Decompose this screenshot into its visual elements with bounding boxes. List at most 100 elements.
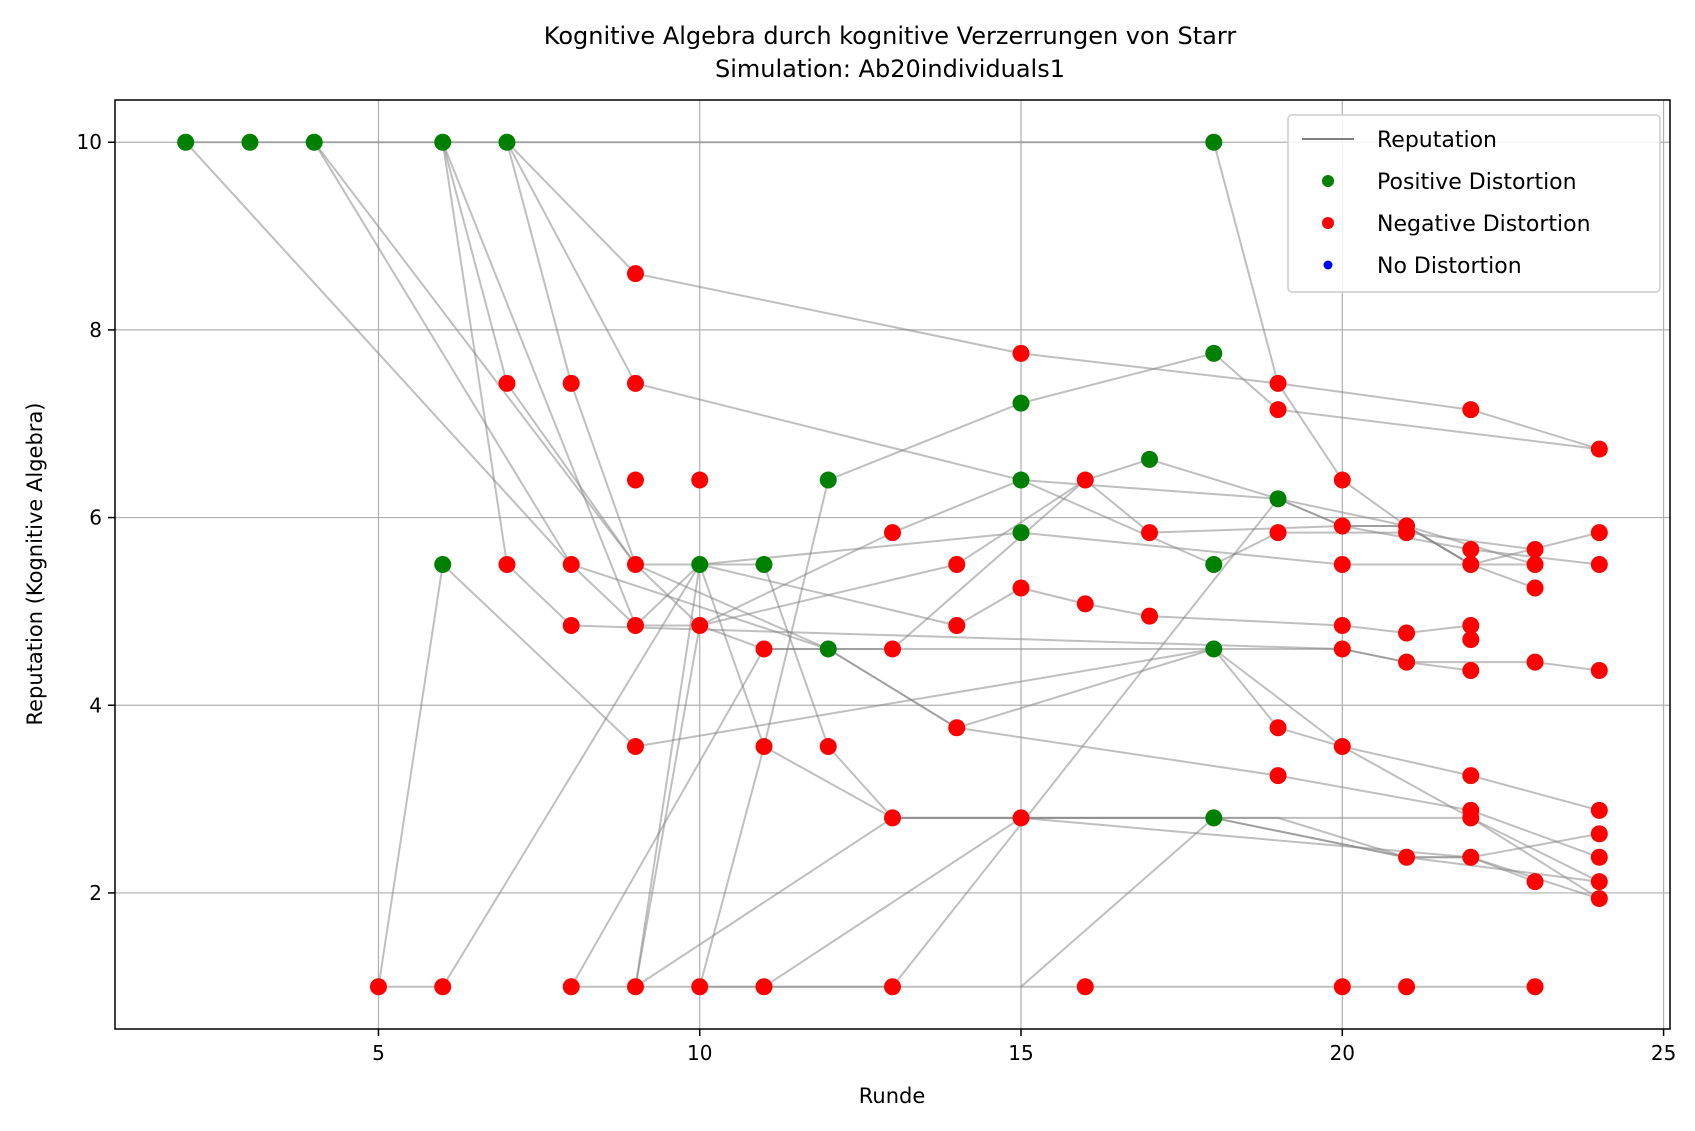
reputation-line xyxy=(698,745,1600,988)
legend-negative-swatch xyxy=(1322,217,1334,229)
negative-point xyxy=(1462,809,1480,827)
negative-point xyxy=(369,978,387,996)
negative-point xyxy=(884,640,901,658)
negative-point xyxy=(626,978,644,996)
negative-point xyxy=(1269,374,1287,392)
negative-point xyxy=(691,616,709,634)
positive-point xyxy=(1205,133,1223,151)
negative-point xyxy=(1526,579,1544,597)
negative-point xyxy=(626,471,644,489)
negative-point xyxy=(1462,556,1480,573)
negative-point xyxy=(1462,662,1480,680)
negative-point xyxy=(626,374,644,392)
negative-point xyxy=(1012,579,1030,597)
negative-point xyxy=(1590,524,1608,542)
negative-point xyxy=(1333,616,1351,634)
positive-point xyxy=(1205,809,1223,827)
negative-point xyxy=(1076,471,1094,489)
negative-point xyxy=(1398,978,1416,996)
legend-label-none: No Distortion xyxy=(1377,254,1522,279)
negative-point xyxy=(434,978,452,996)
positive-point xyxy=(1012,471,1030,489)
negative-point xyxy=(1590,890,1608,908)
negative-point xyxy=(626,616,644,634)
negative-point xyxy=(1590,662,1608,680)
positive-point xyxy=(1012,394,1030,412)
distortion-points xyxy=(177,133,1608,996)
negative-point xyxy=(948,556,966,573)
negative-point xyxy=(948,719,966,737)
negative-point xyxy=(755,738,773,756)
legend-none-swatch xyxy=(1323,260,1333,270)
negative-point xyxy=(1590,873,1608,891)
positive-point xyxy=(1269,490,1287,508)
y-tick-label: 2 xyxy=(89,881,102,905)
reputation-line xyxy=(506,141,1600,451)
chart-subtitle: Simulation: Ab20individuals1 xyxy=(715,55,1065,83)
x-tick-label: 20 xyxy=(1330,1041,1355,1065)
chart-title: Kognitive Algebra durch kognitive Verzer… xyxy=(544,22,1237,50)
legend-label-positive: Positive Distortion xyxy=(1377,170,1577,195)
positive-point xyxy=(819,640,837,658)
chart-legend: Reputation Positive Distortion Negative … xyxy=(1287,114,1661,293)
negative-point xyxy=(562,616,580,634)
positive-point xyxy=(1141,450,1159,468)
reputation-line xyxy=(377,562,1600,987)
reputation-line xyxy=(699,816,1600,988)
reputation-line xyxy=(378,531,1536,988)
positive-point xyxy=(819,471,837,489)
negative-point xyxy=(884,978,901,996)
axis-ticks: 5 10 15 20 25 2 4 6 8 10 xyxy=(77,130,1677,1065)
positive-point xyxy=(177,133,195,151)
negative-point xyxy=(1462,848,1480,866)
legend-box xyxy=(1287,114,1661,293)
negative-point xyxy=(1462,631,1480,649)
positive-point xyxy=(691,556,709,573)
positive-point xyxy=(241,133,259,151)
reputation-line xyxy=(1020,816,1600,988)
negative-point xyxy=(626,265,644,283)
reputation-line xyxy=(764,497,1536,988)
negative-point xyxy=(1333,471,1351,489)
negative-point xyxy=(1398,624,1416,642)
positive-point xyxy=(305,133,323,151)
negative-point xyxy=(1462,540,1480,558)
legend-positive-swatch xyxy=(1322,175,1334,187)
reputation-line xyxy=(571,816,1600,988)
positive-point xyxy=(498,133,516,151)
negative-point xyxy=(1333,738,1351,756)
negative-point xyxy=(1141,607,1159,625)
negative-point xyxy=(1333,517,1351,535)
y-axis-label: Reputation (Kognitive Algebra) xyxy=(23,402,47,725)
negative-point xyxy=(1590,556,1608,573)
negative-point xyxy=(562,556,580,573)
negative-point xyxy=(1462,401,1480,419)
negative-point xyxy=(1141,524,1159,542)
negative-point xyxy=(1398,653,1416,671)
x-tick-label: 25 xyxy=(1651,1041,1676,1065)
negative-point xyxy=(755,640,773,658)
negative-point xyxy=(1012,344,1030,362)
negative-point xyxy=(1333,556,1351,573)
negative-point xyxy=(1269,719,1287,737)
y-tick-label: 8 xyxy=(89,318,102,342)
negative-point xyxy=(498,374,516,392)
negative-point xyxy=(1333,978,1351,996)
negative-point xyxy=(948,616,966,634)
negative-point xyxy=(1526,873,1544,891)
negative-point xyxy=(884,809,901,827)
negative-point xyxy=(1269,524,1287,542)
negative-point xyxy=(1526,653,1544,671)
positive-point xyxy=(755,556,773,573)
reputation-line xyxy=(506,141,1600,900)
negative-point xyxy=(1012,809,1030,827)
negative-point xyxy=(1590,848,1608,866)
negative-point xyxy=(691,978,709,996)
x-tick-label: 15 xyxy=(1008,1041,1033,1065)
negative-point xyxy=(1590,440,1608,458)
negative-point xyxy=(1076,978,1094,996)
positive-point xyxy=(434,133,452,151)
positive-point xyxy=(1012,524,1030,542)
plot-frame xyxy=(114,99,1671,1030)
